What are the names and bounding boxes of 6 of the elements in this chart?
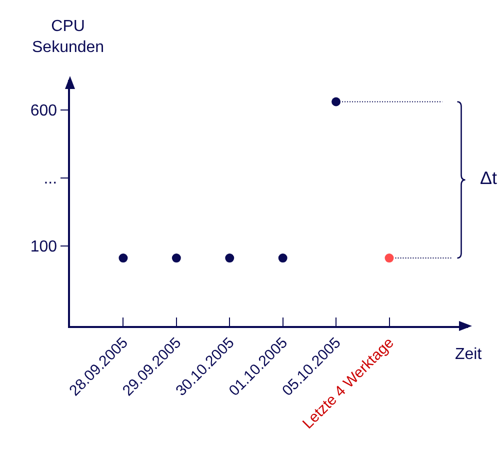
y-axis-title: CPU Sekunden	[32, 18, 104, 56]
text: Δt	[480, 168, 498, 188]
y-tick-label: 600	[30, 102, 58, 120]
y-tick-label: ...	[44, 170, 58, 188]
y-tick-label: 100	[30, 238, 58, 256]
x-axis-title: Zeit	[455, 346, 482, 363]
